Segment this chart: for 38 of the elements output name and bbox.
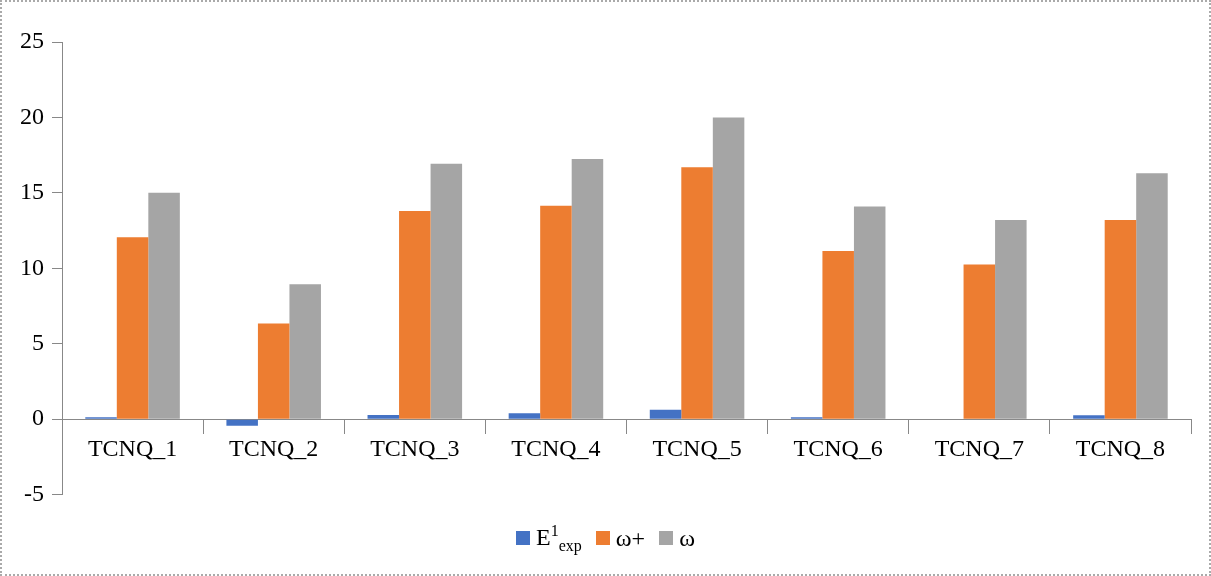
x-tick-label: TCNQ_3 bbox=[370, 434, 460, 461]
bar bbox=[963, 264, 996, 419]
x-tick-label: TCNQ_2 bbox=[229, 434, 319, 461]
y-tick-label: 25 bbox=[20, 27, 44, 54]
x-tick-label: TCNQ_7 bbox=[934, 434, 1024, 461]
bar bbox=[116, 237, 149, 419]
bar bbox=[226, 419, 258, 426]
bar bbox=[712, 117, 745, 419]
bar bbox=[399, 210, 431, 419]
y-tick-label: 5 bbox=[32, 329, 44, 356]
x-tick-label: TCNQ_1 bbox=[87, 434, 178, 461]
bar bbox=[257, 323, 290, 419]
bar bbox=[430, 163, 463, 419]
y-tick-label: -5 bbox=[24, 479, 44, 506]
bar bbox=[1073, 415, 1105, 419]
bar bbox=[681, 167, 713, 419]
bar bbox=[995, 220, 1027, 419]
y-tick-label: 15 bbox=[20, 178, 44, 205]
x-tick-label: TCNQ_4 bbox=[511, 434, 601, 461]
bar bbox=[367, 415, 400, 419]
bar bbox=[148, 192, 180, 419]
bar bbox=[1104, 220, 1137, 419]
y-tick-label: 0 bbox=[32, 404, 44, 431]
bar bbox=[822, 250, 854, 419]
bar bbox=[649, 409, 682, 419]
bar bbox=[1136, 173, 1168, 419]
legend-label: ω bbox=[679, 524, 695, 552]
bar bbox=[571, 158, 604, 419]
y-tick-label: 20 bbox=[20, 102, 44, 129]
bar bbox=[289, 284, 321, 419]
y-tick-label: 10 bbox=[20, 253, 44, 280]
bar bbox=[508, 413, 541, 419]
bar bbox=[853, 206, 886, 419]
x-tick-label: TCNQ_8 bbox=[1075, 434, 1166, 461]
x-tick-label: TCNQ_6 bbox=[793, 434, 883, 461]
x-tick-label: TCNQ_5 bbox=[652, 434, 742, 461]
bar bbox=[540, 205, 572, 419]
legend-label: ω+ bbox=[615, 524, 646, 552]
